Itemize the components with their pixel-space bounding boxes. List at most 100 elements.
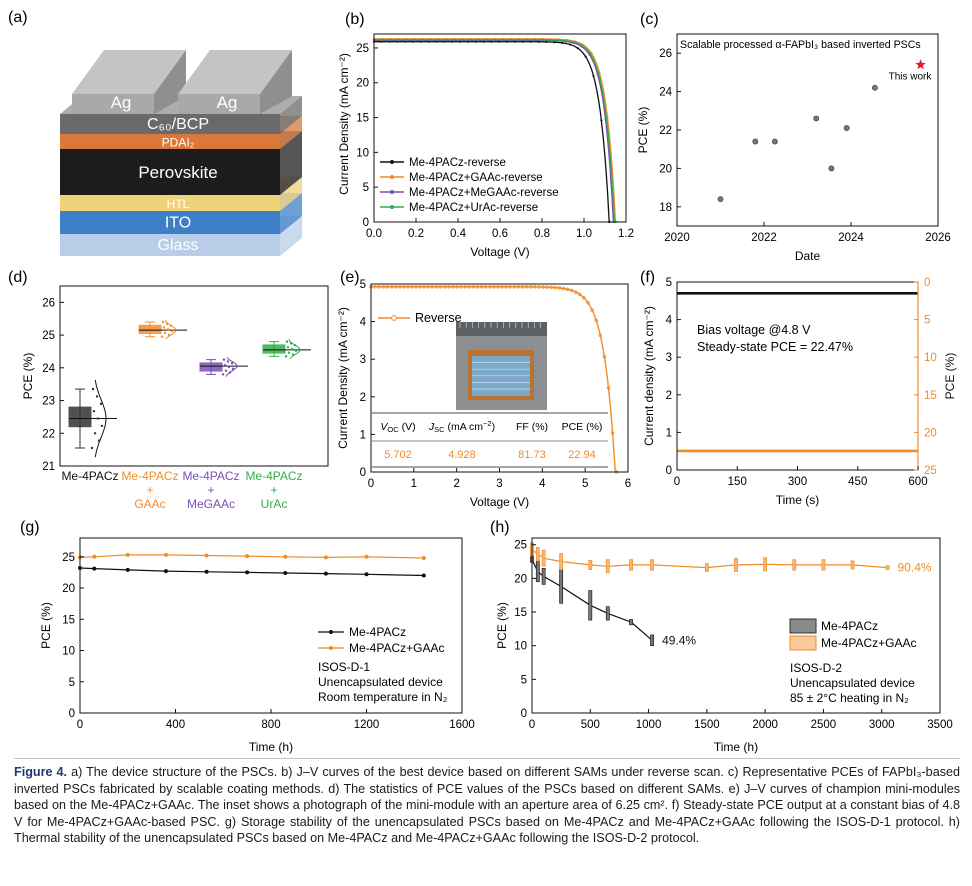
condition-note: Unencapsulated device xyxy=(318,675,443,689)
data-point xyxy=(872,84,878,91)
jv-marker xyxy=(517,38,520,41)
jv-marker xyxy=(413,38,416,41)
y-axis-label: PCE (%) xyxy=(495,602,509,649)
data-point xyxy=(160,335,164,338)
jv-marker xyxy=(600,119,603,122)
device-stack: Glass ITO HTL Perovskite PDAI₂ C₆₀/BCP Ag Ag xyxy=(60,50,302,256)
panel-label: (d) xyxy=(8,269,28,286)
jv-marker xyxy=(482,40,485,43)
panel-label: (h) xyxy=(490,519,510,536)
annotation: Steady-state PCE = 22.47% xyxy=(697,340,853,354)
y-tick-label: 10 xyxy=(62,646,75,658)
jv-marker xyxy=(442,284,447,289)
electrode-label: Ag xyxy=(111,93,132,112)
x-tick-label: 0 xyxy=(674,476,680,488)
jv-marker xyxy=(467,284,472,289)
x-tick-label: 2026 xyxy=(925,232,951,244)
y-tick-label: 22 xyxy=(659,125,672,137)
jv-marker xyxy=(418,284,422,289)
jv-marker xyxy=(469,38,472,41)
jv-marker xyxy=(430,284,435,289)
data-point xyxy=(93,432,97,435)
category-label: Me-4PACz xyxy=(61,469,118,483)
series-line xyxy=(79,554,424,559)
electrode-top xyxy=(72,50,186,94)
x-tick-label: 1500 xyxy=(694,719,720,731)
layer-side xyxy=(280,216,302,256)
legend-label: Me-4PACz xyxy=(821,619,878,633)
panel-label: (c) xyxy=(640,11,659,28)
data-point xyxy=(285,340,289,343)
error-box xyxy=(535,547,540,562)
caption-text: a) The device structure of the PSCs. b) … xyxy=(14,765,960,846)
y-tick-label: 24 xyxy=(659,87,672,99)
y-tick-label: 26 xyxy=(42,297,55,309)
y2-axis-label: PCE (%) xyxy=(943,353,957,400)
jv-marker xyxy=(553,41,556,44)
jv-marker xyxy=(406,284,410,289)
jv-marker xyxy=(541,285,545,289)
plot-frame xyxy=(59,285,329,467)
layer-front xyxy=(60,211,280,234)
y2-tick-label: 25 xyxy=(924,465,937,477)
electrode-side xyxy=(260,50,292,114)
series-line xyxy=(79,567,424,577)
panel-label: (b) xyxy=(345,11,365,28)
jv-marker xyxy=(426,284,431,289)
jv-marker xyxy=(455,284,459,289)
x-tick-label: 600 xyxy=(908,476,927,488)
category-label: UrAc xyxy=(261,497,288,511)
legend-label: Me-4PACz+GAAc-reverse xyxy=(409,172,543,184)
data-point xyxy=(125,552,130,557)
data-point xyxy=(227,365,231,369)
data-point xyxy=(226,360,230,363)
x-tick-label: 0.4 xyxy=(450,228,467,240)
distribution-curve xyxy=(164,319,177,340)
legend-label: Me-4PACz+GAAc xyxy=(349,641,444,655)
layer-label: C₆₀/BCP xyxy=(147,116,209,133)
layer-front xyxy=(60,234,280,256)
jv-marker xyxy=(581,44,584,47)
jv-marker xyxy=(438,284,443,289)
data-point xyxy=(169,324,173,327)
jv-marker xyxy=(516,284,521,289)
layer-side xyxy=(280,116,302,149)
data-point xyxy=(96,417,100,420)
jv-marker xyxy=(610,431,615,435)
layer-label: Glass xyxy=(158,237,199,254)
data-point xyxy=(97,439,101,442)
data-point xyxy=(421,556,426,560)
caption-divider xyxy=(14,758,960,759)
y-axis-label: Current Density (mA cm⁻²) xyxy=(336,307,350,449)
data-point xyxy=(364,554,369,559)
y-tick-label: 24 xyxy=(42,363,55,375)
y-tick-label: 25 xyxy=(42,330,55,342)
jv-marker xyxy=(451,40,454,43)
y-tick-label: 3 xyxy=(666,352,672,364)
y2-tick-label: 15 xyxy=(924,390,937,402)
data-point xyxy=(323,555,328,560)
legend-label: Me-4PACz+MeGAAc-reverse xyxy=(409,187,559,199)
error-box xyxy=(650,634,654,646)
jv-marker xyxy=(377,284,381,289)
data-point xyxy=(223,363,227,367)
x-tick-label: 400 xyxy=(166,719,185,731)
jv-marker xyxy=(477,38,480,41)
jv-marker xyxy=(521,40,525,43)
y-tick-label: 5 xyxy=(69,677,75,689)
data-point xyxy=(230,362,234,365)
jv-marker xyxy=(490,40,493,43)
y-tick-label: 2 xyxy=(666,390,672,402)
jv-marker xyxy=(545,285,549,289)
x-tick-label: 6 xyxy=(625,478,631,490)
x-tick-label: 300 xyxy=(788,476,807,488)
x-tick-label: 0 xyxy=(368,478,374,490)
jv-marker xyxy=(451,284,455,289)
series-line xyxy=(531,548,888,569)
x-tick-label: 3500 xyxy=(927,719,953,731)
category-label: Me-4PACz xyxy=(245,469,302,483)
y-axis-label: PCE (%) xyxy=(21,353,35,400)
jv-marker xyxy=(561,41,564,45)
jv-marker xyxy=(557,39,560,42)
